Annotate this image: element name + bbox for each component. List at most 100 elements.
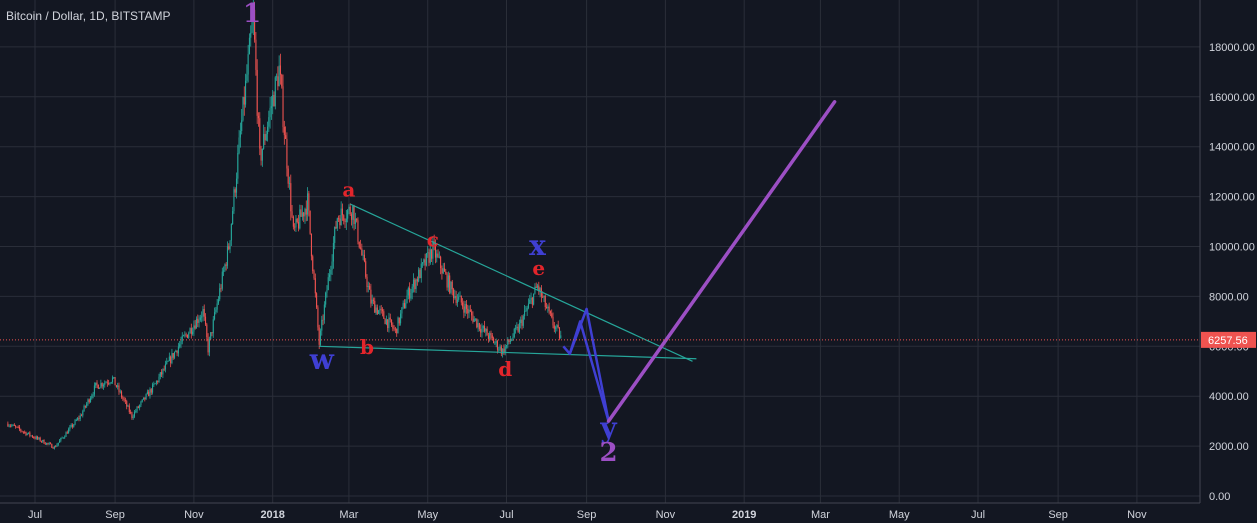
- candle-body: [511, 339, 513, 341]
- candle-body: [194, 325, 196, 329]
- candle-body: [64, 436, 66, 438]
- candle-body: [350, 214, 353, 220]
- candle-body: [220, 288, 222, 290]
- candle-body: [398, 317, 400, 324]
- candle-body: [243, 97, 245, 105]
- wave-label-c: c: [427, 228, 439, 252]
- candle-body: [100, 383, 102, 388]
- candle-body: [26, 433, 28, 435]
- candle-body: [367, 286, 369, 288]
- candle-body: [500, 346, 502, 354]
- candle-body: [474, 318, 477, 320]
- candle-body: [318, 327, 320, 345]
- candle-body: [388, 317, 390, 329]
- time-axis[interactable]: Jul Sep Nov 2018 Mar May Jul Sep Nov 2019 Mar May Ju…: [0, 502, 1200, 521]
- candle-body: [314, 278, 316, 294]
- candle-body: [412, 279, 415, 287]
- candle-body: [91, 395, 93, 399]
- candle-body: [514, 328, 517, 329]
- candle-body: [216, 303, 218, 310]
- candle-body: [259, 118, 261, 149]
- wave-label-e: e: [532, 256, 545, 280]
- candle-body: [451, 281, 453, 290]
- candle-body: [58, 440, 61, 443]
- candle-body: [424, 259, 426, 266]
- candle-body: [521, 319, 523, 326]
- candle-body: [164, 363, 167, 370]
- candle-body: [108, 383, 110, 385]
- candle-body: [146, 391, 148, 394]
- candle-body: [203, 309, 205, 317]
- candle-body: [348, 206, 350, 211]
- candle-body: [37, 436, 39, 439]
- candle-body: [317, 307, 319, 328]
- candle-body: [533, 293, 535, 305]
- candle-body: [131, 412, 133, 418]
- candle-body: [190, 328, 192, 334]
- candle-body: [361, 248, 363, 255]
- candle-body: [177, 346, 179, 354]
- candle-body: [25, 432, 27, 435]
- candle-body: [251, 22, 253, 33]
- candle-body: [172, 353, 174, 358]
- candle-body: [261, 148, 263, 161]
- candle-body: [502, 348, 504, 354]
- candle-body: [494, 342, 496, 344]
- candle-body: [132, 416, 134, 418]
- price-tick-label: 18000.00: [1209, 42, 1255, 54]
- candle-body: [365, 261, 367, 277]
- candle-body: [557, 325, 559, 328]
- candle-body: [245, 80, 247, 105]
- candle-body: [18, 426, 21, 430]
- candle-body: [118, 385, 120, 392]
- candle-body: [421, 262, 424, 264]
- candle-body: [522, 316, 524, 326]
- candle-body: [529, 299, 531, 304]
- price-axis[interactable]: 0.002000.004000.006000.008000.0010000.00…: [1199, 0, 1256, 503]
- time-tick-label: May: [417, 509, 438, 521]
- candle-body: [362, 254, 364, 256]
- candle-body: [356, 218, 358, 221]
- candle-body: [270, 106, 272, 108]
- candle-body: [199, 317, 201, 321]
- candle-body: [8, 425, 10, 427]
- candle-body: [299, 209, 301, 229]
- candle-body: [468, 309, 470, 314]
- candle-body: [465, 303, 468, 309]
- candle-body: [181, 335, 183, 342]
- candle-body: [551, 313, 553, 317]
- candle-body: [142, 397, 145, 400]
- candle-body: [505, 344, 508, 347]
- candle-body: [202, 309, 204, 317]
- candle-body: [485, 328, 487, 332]
- candle-body: [230, 224, 232, 241]
- candle-body: [440, 256, 442, 269]
- candle-body: [55, 446, 57, 448]
- projection-blue-inner-path: [568, 320, 610, 422]
- candle-body: [288, 183, 291, 184]
- candle-body: [159, 372, 161, 377]
- candle-body: [411, 286, 413, 293]
- candle-body: [442, 268, 444, 274]
- wave-label-w: w: [309, 343, 335, 376]
- candle-body: [252, 9, 254, 23]
- candle-body: [42, 439, 44, 442]
- candle-body: [53, 446, 55, 449]
- candle-body: [201, 316, 203, 318]
- candle-body: [384, 318, 386, 325]
- candle-body: [110, 382, 112, 384]
- candle-body: [170, 356, 172, 364]
- candle-body: [139, 405, 141, 408]
- time-tick-label: Mar: [811, 509, 830, 521]
- candle-body: [248, 37, 250, 55]
- candle-body: [295, 218, 297, 228]
- candle-body: [171, 353, 173, 364]
- candle-body: [33, 437, 35, 438]
- candle-body: [127, 405, 129, 407]
- candle-body: [7, 423, 9, 427]
- candle-body: [101, 383, 103, 387]
- candle-body: [195, 318, 198, 329]
- candle-body: [341, 208, 343, 216]
